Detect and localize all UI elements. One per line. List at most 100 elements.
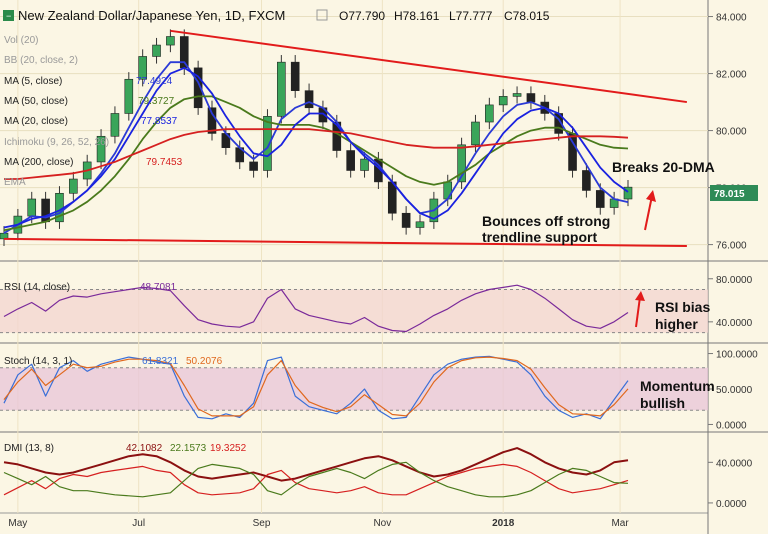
- candle-body: [193, 67, 203, 109]
- legend-bb[interactable]: BB (20, close, 2): [4, 55, 78, 66]
- time-tick-label: Nov: [373, 518, 391, 529]
- dmi-line-0: [3, 447, 629, 482]
- chart-header: − New Zealand Dollar/Japanese Yen, 1D, F…: [3, 8, 550, 23]
- legend-ichimoku[interactable]: Ichimoku (9, 26, 52, 26): [4, 137, 109, 148]
- candle-body: [582, 170, 591, 191]
- settings-icon[interactable]: [316, 9, 328, 21]
- ma-line-2: [3, 67, 629, 229]
- candle-body: [595, 190, 605, 208]
- rsi-band: [0, 289, 708, 333]
- candle-body: [443, 181, 453, 200]
- stoch-tick-label: 100.0000: [716, 350, 758, 361]
- dmi-tick-label: 0.0000: [716, 499, 747, 510]
- legend-ma50[interactable]: MA (50, close): [4, 96, 68, 107]
- dmi-panel-bg: [0, 433, 708, 513]
- dmi-tick-label: 40.0000: [716, 458, 753, 469]
- ohlc-open: O77.790: [339, 9, 385, 23]
- time-tick-label: May: [8, 518, 27, 529]
- candle-body: [304, 90, 314, 109]
- price-tick-label: 82.000: [716, 70, 747, 81]
- candle-body: [401, 212, 411, 228]
- candle-body: [263, 116, 272, 171]
- dmi-label[interactable]: DMI (13, 8): [4, 443, 54, 454]
- rsi-tick-label: 40.0000: [716, 318, 753, 329]
- ma-line-1: [3, 95, 629, 232]
- adx-value: 42.1082: [126, 443, 163, 454]
- price-tick-label: 84.000: [716, 13, 747, 24]
- last-price-label: 78.015: [714, 189, 745, 200]
- trendlines-layer: [3, 29, 688, 248]
- annotation-bounces-2: trendline support: [482, 229, 597, 245]
- stoch-k-value: 61.8321: [142, 356, 179, 367]
- candle-body: [360, 158, 369, 171]
- trendline-support: [3, 237, 687, 248]
- candle-body: [152, 44, 161, 57]
- candle-body: [471, 121, 480, 146]
- stoch-tick-label: 0.0000: [716, 420, 747, 431]
- candle-body: [526, 93, 536, 103]
- ma5-value: 77.4924: [136, 76, 173, 87]
- annotation-breaks-20dma: Breaks 20-DMA: [612, 159, 715, 175]
- stoch-line-0: [3, 355, 629, 420]
- trendline-resistance: [170, 29, 688, 104]
- legend-ma5[interactable]: MA (5, close): [4, 76, 62, 87]
- candle-body: [96, 135, 106, 163]
- price-tick-label: 80.000: [716, 127, 747, 138]
- ma20-value: 77.8537: [141, 116, 178, 127]
- legend-ema[interactable]: EMA: [4, 177, 26, 188]
- ohlc-high: H78.161: [394, 9, 440, 23]
- time-tick-label: 2018: [492, 518, 515, 529]
- ma50-value: 79.3727: [138, 96, 175, 107]
- candle-body: [498, 96, 508, 106]
- candle-body: [166, 36, 175, 46]
- collapse-icon-glyph: −: [6, 11, 11, 21]
- time-tick-label: Jul: [132, 518, 145, 529]
- price-axis-bg[interactable]: [708, 0, 768, 534]
- annotation-bounces-1: Bounces off strong: [482, 213, 610, 229]
- series-lines-layer: [3, 61, 629, 498]
- annotation-stoch-2: bullish: [640, 395, 685, 411]
- candle-body: [138, 56, 147, 80]
- stoch-tick-label: 50.0000: [716, 385, 753, 396]
- ma200-value: 79.7453: [146, 157, 183, 168]
- collapse-icon[interactable]: [3, 10, 14, 21]
- up-arrow-head-icon: [646, 190, 656, 202]
- candle-body: [110, 113, 120, 137]
- candle-body: [69, 178, 78, 194]
- ohlc-low: L77.777: [449, 9, 493, 23]
- candle-body: [623, 186, 633, 200]
- chart-title: New Zealand Dollar/Japanese Yen, 1D, FXC…: [18, 8, 285, 23]
- candle-body: [415, 221, 425, 228]
- candle-body: [27, 198, 37, 217]
- time-tick-label: Mar: [611, 518, 629, 529]
- rsi-line-0: [3, 284, 629, 333]
- annotation-rsi-1: RSI bias: [655, 299, 710, 315]
- stoch-d-value: 50.2076: [186, 356, 223, 367]
- ma-line-3: [4, 128, 629, 180]
- ohlc-close: C78.015: [504, 9, 550, 23]
- rsi-label[interactable]: RSI (14, close): [4, 282, 70, 293]
- rsi-value: 48.7081: [140, 282, 177, 293]
- stoch-line-1: [3, 356, 629, 417]
- candle-body: [249, 161, 258, 171]
- indicator-legend: Vol (20) BB (20, close, 2) MA (5, close)…: [4, 35, 183, 188]
- price-tick-label: 76.000: [716, 241, 747, 252]
- candle-body: [512, 93, 522, 97]
- time-tick-label: Sep: [253, 518, 271, 529]
- dmi-line-1: [3, 463, 629, 496]
- legend-ma20[interactable]: MA (20, close): [4, 116, 68, 127]
- last-price-badge: [710, 185, 758, 201]
- legend-vol[interactable]: Vol (20): [4, 35, 38, 46]
- minus-di-value: 19.3252: [210, 443, 247, 454]
- annotation-stoch-1: Momentum: [640, 378, 715, 394]
- annotation-rsi-2: higher: [655, 316, 698, 332]
- stoch-label[interactable]: Stoch (14, 3, 1): [4, 356, 72, 367]
- candle-body: [124, 78, 134, 114]
- candle-body: [457, 144, 466, 183]
- candle-body: [485, 104, 494, 123]
- up-arrow-icon: [644, 195, 653, 231]
- candle-body: [346, 150, 355, 171]
- candle-body: [290, 61, 300, 91]
- legend-ma200[interactable]: MA (200, close): [4, 157, 73, 168]
